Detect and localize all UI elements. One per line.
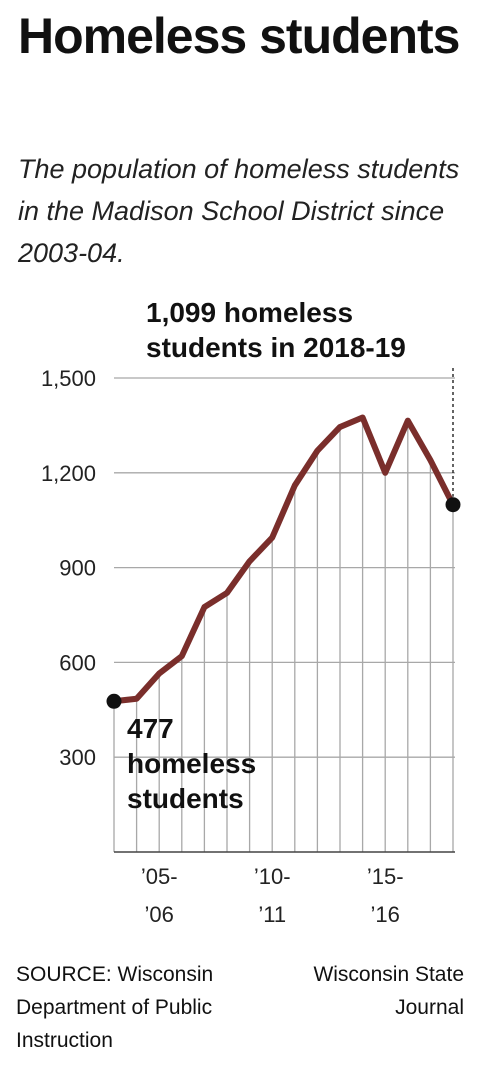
end-annotation-text: students in 2018-19 xyxy=(146,332,406,363)
x-tick-label: ’10- xyxy=(254,864,291,889)
end-point-marker xyxy=(445,497,461,513)
x-tick-label: ’05- xyxy=(141,864,178,889)
chart-title: Homeless students xyxy=(18,8,460,64)
y-tick-label: 1,500 xyxy=(41,366,96,391)
series-line xyxy=(111,414,456,705)
y-tick-label: 1,200 xyxy=(41,461,96,486)
start-annotation-text: 477 xyxy=(127,713,174,744)
y-tick-label: 600 xyxy=(59,650,96,675)
horizontal-gridlines xyxy=(114,377,455,853)
x-tick-label: ’15- xyxy=(367,864,404,889)
x-tick-label: ’06 xyxy=(145,902,174,927)
y-axis-ticks: 300 600 900 1,200 1,500 xyxy=(41,366,96,770)
start-annotation-text: homeless xyxy=(127,748,256,779)
start-point-marker xyxy=(106,693,122,709)
x-axis-ticks: ’05- ’06 ’10- ’11 ’15- ’16 xyxy=(141,864,404,927)
publisher-credit: Wisconsin State Journal xyxy=(313,963,464,1019)
y-tick-label: 300 xyxy=(59,745,96,770)
series-layer xyxy=(111,414,456,705)
x-tick-label: ’11 xyxy=(258,902,286,927)
line-chart: 300 600 900 1,200 1,500 ’05- ’06 ’10- ’11 ’15- ’1… xyxy=(41,297,461,927)
end-annotation-text: 1,099 homeless xyxy=(146,297,353,328)
chart-subtitle: The population of homeless students in t… xyxy=(18,154,460,268)
source-note: SOURCE: Wisconsin Department of Public I… xyxy=(16,963,214,1052)
x-tick-label: ’16 xyxy=(371,902,400,927)
start-annotation-text: students xyxy=(127,783,244,814)
y-tick-label: 900 xyxy=(59,556,96,581)
annotations-layer: 477 homeless students 1,099 homeless student… xyxy=(106,297,461,814)
